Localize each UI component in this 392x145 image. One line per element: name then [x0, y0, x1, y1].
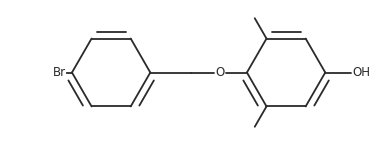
Text: O: O [215, 66, 225, 79]
Text: Br: Br [53, 66, 66, 79]
Text: OH: OH [353, 66, 371, 79]
